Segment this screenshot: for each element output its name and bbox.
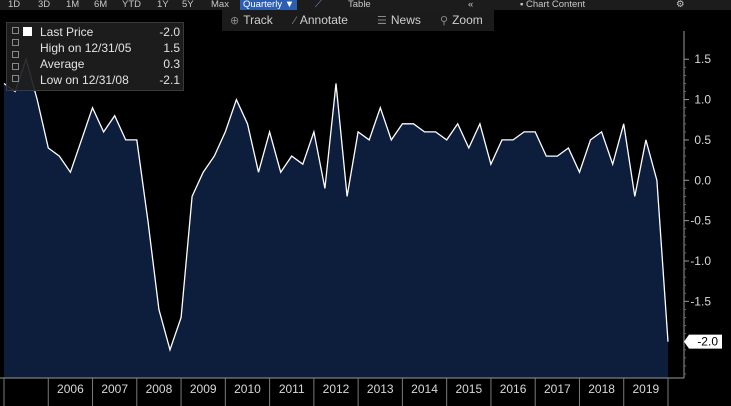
track-label: Track bbox=[243, 13, 273, 27]
annotate-label: Annotate bbox=[299, 13, 348, 27]
range-6m[interactable]: 6M bbox=[94, 0, 108, 10]
legend-last-value: -2.0 bbox=[159, 25, 180, 39]
x-tick-label: 2017 bbox=[544, 382, 571, 396]
gear-icon[interactable]: ⚙ bbox=[676, 0, 685, 10]
range-3d[interactable]: 3D bbox=[38, 0, 51, 10]
legend-average: Average 0.3 bbox=[40, 57, 180, 72]
y-tick-label: 1.5 bbox=[694, 52, 711, 66]
news-icon: ☰ bbox=[377, 15, 387, 27]
x-tick-label: 2015 bbox=[455, 382, 482, 396]
range-ytd[interactable]: YTD bbox=[122, 0, 141, 10]
crosshair-icon: ⊕ bbox=[230, 15, 240, 27]
x-tick-label: 2008 bbox=[146, 382, 173, 396]
magnifier-icon: ⚲ bbox=[440, 15, 449, 27]
track-tool[interactable]: ⊕ Track bbox=[230, 13, 273, 27]
zoom-label: Zoom bbox=[452, 13, 483, 27]
chart-content-icon: ▪ bbox=[520, 0, 527, 10]
legend-high-label: High on 12/31/05 bbox=[40, 41, 132, 55]
chart-content-label: Chart Content bbox=[526, 0, 586, 10]
chart-type-icon[interactable]: ⟋ bbox=[315, 0, 322, 10]
range-max[interactable]: Max bbox=[211, 0, 229, 10]
series-swatch bbox=[23, 27, 32, 36]
x-tick-label: 2016 bbox=[500, 382, 527, 396]
x-axis-band bbox=[0, 378, 731, 406]
legend-low-value: -2.1 bbox=[159, 73, 180, 87]
legend-last-label: Last Price bbox=[40, 25, 94, 39]
legend-high: High on 12/31/05 1.5 bbox=[40, 41, 180, 56]
legend-avg-value: 0.3 bbox=[163, 57, 180, 71]
last-value-box bbox=[684, 334, 722, 349]
legend-low: Low on 12/31/08 -2.1 bbox=[40, 73, 180, 88]
range-1m[interactable]: 1M bbox=[66, 0, 80, 10]
last-value-label: -2.0 bbox=[697, 335, 718, 349]
x-tick-label: 2007 bbox=[101, 382, 128, 396]
x-tick-label: 2009 bbox=[190, 382, 217, 396]
news-tool[interactable]: ☰ News bbox=[377, 13, 421, 27]
range-5y[interactable]: 5Y bbox=[182, 0, 194, 10]
x-tick-label: 2019 bbox=[633, 382, 660, 396]
x-tick-label: 2014 bbox=[411, 382, 438, 396]
legend-toggles[interactable] bbox=[12, 27, 20, 87]
legend: Last Price -2.0 High on 12/31/05 1.5 Ave… bbox=[6, 22, 184, 91]
x-tick-label: 2013 bbox=[367, 382, 394, 396]
y-tick-label: -0.5 bbox=[690, 214, 711, 228]
plot-layer bbox=[3, 56, 669, 378]
y-tick-label: 0.0 bbox=[694, 173, 711, 187]
legend-high-value: 1.5 bbox=[163, 41, 180, 55]
period-label: Quarterly bbox=[243, 0, 283, 10]
range-1y[interactable]: 1Y bbox=[157, 0, 169, 10]
x-tick-label: 2011 bbox=[279, 382, 305, 396]
y-tick-label: -1.5 bbox=[690, 294, 711, 308]
range-1d[interactable]: 1D bbox=[8, 0, 21, 10]
legend-last: Last Price -2.0 bbox=[40, 25, 180, 40]
collapse-icon[interactable]: « bbox=[468, 0, 474, 10]
x-tick-label: 2018 bbox=[588, 382, 615, 396]
series-area bbox=[4, 59, 668, 378]
legend-low-label: Low on 12/31/08 bbox=[40, 73, 129, 87]
top-toolbar: 1D 3D 1M 6M YTD 1Y 5Y Max Quarterly ▼ ⟋ … bbox=[0, 0, 731, 10]
x-tick-label: 2006 bbox=[57, 382, 84, 396]
chart-tools: ⊕ Track ⁄ Annotate ☰ News ⚲ Zoom bbox=[222, 10, 494, 31]
y-axis: 1.5 1.0 0.5 0.0 -0.5 -1.0 -1.5 -2.0 bbox=[683, 31, 722, 378]
series-line bbox=[3, 56, 669, 353]
last-value-marker: -2.0 bbox=[684, 334, 722, 349]
table-button[interactable]: Table bbox=[348, 0, 371, 10]
zoom-tool[interactable]: ⚲ Zoom bbox=[440, 13, 483, 27]
y-tick-label: -1.0 bbox=[690, 254, 711, 268]
x-tick-label: 2010 bbox=[234, 382, 261, 396]
y-tick-label: 0.5 bbox=[694, 133, 711, 147]
pencil-icon: ⁄ bbox=[294, 15, 296, 27]
annotate-tool[interactable]: ⁄ Annotate bbox=[294, 13, 348, 27]
y-tick-label: 1.0 bbox=[694, 93, 711, 107]
legend-avg-label: Average bbox=[40, 57, 85, 71]
x-axis: 2006 2007 2008 2009 2010 2011 2012 2013 2014 2015… bbox=[0, 377, 731, 406]
period-select[interactable]: Quarterly ▼ bbox=[240, 0, 298, 10]
chart-content-button[interactable]: ▪ Chart Content bbox=[520, 0, 585, 10]
x-tick-label: 2012 bbox=[323, 382, 350, 396]
news-label: News bbox=[390, 13, 421, 27]
